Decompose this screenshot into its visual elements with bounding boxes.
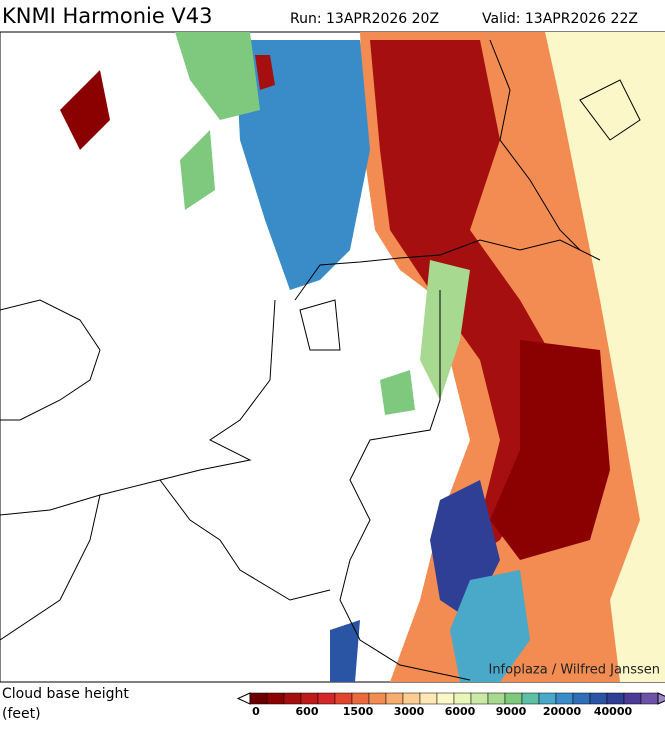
colorbar-segment bbox=[436, 692, 455, 705]
colorbar-segment bbox=[334, 692, 353, 705]
colorbar-label: 600 bbox=[296, 705, 319, 718]
colorbar-label: 40000 bbox=[594, 705, 633, 718]
colorbar-segment bbox=[470, 692, 489, 705]
credit: Infoplaza / Wilfred Janssen bbox=[488, 663, 660, 678]
colorbar-segment bbox=[351, 692, 370, 705]
colorbar-label: 0 bbox=[252, 705, 260, 718]
colorbar-label: 20000 bbox=[543, 705, 582, 718]
colorbar-label: 6000 bbox=[445, 705, 476, 718]
colorbar-segment bbox=[538, 692, 557, 705]
colorbar-segment bbox=[283, 692, 302, 705]
colorbar-segment bbox=[249, 692, 268, 705]
colorbar-segment bbox=[402, 692, 421, 705]
valid-time: Valid: 13APR2026 22Z bbox=[482, 11, 638, 27]
colorbar-segment bbox=[589, 692, 608, 705]
colorbar-end bbox=[236, 692, 251, 705]
colorbar-segment bbox=[521, 692, 540, 705]
legend-unit: (feet) bbox=[2, 706, 41, 722]
colorbar-segment bbox=[487, 692, 506, 705]
title: KNMI Harmonie V43 bbox=[2, 4, 213, 28]
colorbar-segment bbox=[317, 692, 336, 705]
colorbar-segment bbox=[266, 692, 285, 705]
colorbar-segment bbox=[572, 692, 591, 705]
colorbar-segment bbox=[419, 692, 438, 705]
legend-title: Cloud base height bbox=[2, 686, 129, 702]
colorbar-segment bbox=[623, 692, 642, 705]
colorbar-label: 1500 bbox=[343, 705, 374, 718]
map: Infoplaza / Wilfred Janssen bbox=[0, 31, 665, 683]
colorbar-label: 9000 bbox=[496, 705, 527, 718]
cloud-field bbox=[60, 32, 665, 682]
colorbar-segment bbox=[606, 692, 625, 705]
colorbar-segment bbox=[385, 692, 404, 705]
run-time: Run: 13APR2026 20Z bbox=[290, 11, 439, 27]
colorbar-segment bbox=[300, 692, 319, 705]
colorbar-segment bbox=[555, 692, 574, 705]
colorbar: 0 600 1500 3000 6000 9000 20000 40000 bbox=[236, 692, 665, 718]
coastlines bbox=[0, 39, 641, 681]
colorbar-segment bbox=[504, 692, 523, 705]
colorbar-label: 3000 bbox=[394, 705, 425, 718]
colorbar-segment bbox=[640, 692, 659, 705]
colorbar-segment bbox=[453, 692, 472, 705]
colorbar-segment bbox=[368, 692, 387, 705]
colorbar-end bbox=[657, 692, 665, 705]
